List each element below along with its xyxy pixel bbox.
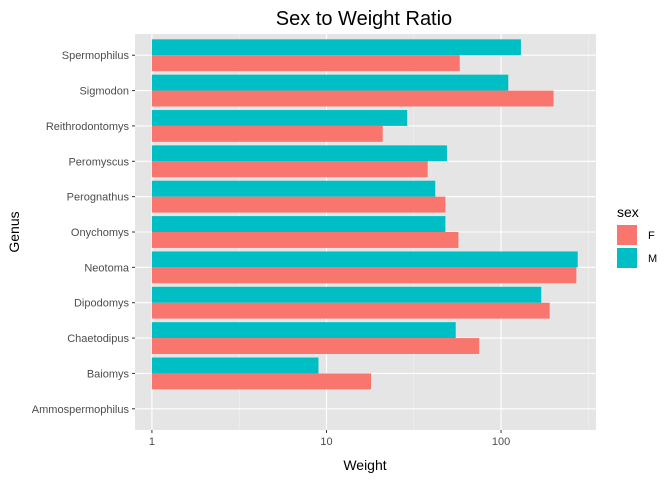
bar-M-onychomys xyxy=(151,216,446,232)
x-tick-label: 100 xyxy=(492,436,510,448)
bar-F-peromyscus xyxy=(151,161,428,178)
y-tick-label: Peromyscus xyxy=(68,156,129,168)
y-tick-label: Dipodomys xyxy=(74,298,130,310)
bar-F-onychomys xyxy=(151,232,459,248)
y-tick-label: Ammospermophilus xyxy=(32,404,130,416)
y-tick-label: Baiomys xyxy=(87,368,130,380)
y-tick-label: Spermophilus xyxy=(62,50,130,62)
x-axis: 1 10 100 xyxy=(149,430,510,448)
legend-key-M xyxy=(617,248,637,268)
y-tick-label: Neotoma xyxy=(84,262,130,274)
legend: sex FM xyxy=(617,204,657,268)
y-tick-label: Onychomys xyxy=(71,227,130,239)
legend-label-M: M xyxy=(648,253,657,265)
bar-F-sigmodon xyxy=(151,90,554,107)
bars xyxy=(151,39,578,390)
bar-M-chaetodipus xyxy=(151,322,456,339)
bar-M-perognathus xyxy=(151,180,436,197)
y-tick-label: Perognathus xyxy=(67,192,130,204)
bar-F-neotoma xyxy=(151,267,577,284)
bar-M-sigmodon xyxy=(151,74,509,91)
y-axis-title: Genus xyxy=(6,211,22,252)
legend-key-F xyxy=(617,225,637,245)
bar-M-reithrodontomys xyxy=(151,110,408,126)
bar-F-chaetodipus xyxy=(151,338,480,354)
y-tick-label: Sigmodon xyxy=(79,86,129,98)
bar-M-baiomys xyxy=(151,357,319,374)
legend-title: sex xyxy=(617,204,639,220)
bar-F-dipodomys xyxy=(151,302,550,319)
chart-title: Sex to Weight Ratio xyxy=(276,8,452,30)
x-axis-title: Weight xyxy=(343,457,386,473)
bar-M-peromyscus xyxy=(151,145,447,162)
bar-M-neotoma xyxy=(151,251,578,268)
bar-F-reithrodontomys xyxy=(151,125,383,142)
y-axis: Ammospermophilus Baiomys Chaetodipus Dipodo… xyxy=(32,50,135,416)
legend-label-F: F xyxy=(648,230,655,242)
bar-F-spermophilus xyxy=(151,55,460,72)
bar-M-dipodomys xyxy=(151,286,542,303)
y-tick-label: Chaetodipus xyxy=(67,333,129,345)
bar-M-spermophilus xyxy=(151,39,521,56)
bar-F-baiomys xyxy=(151,373,372,390)
bar-F-perognathus xyxy=(151,196,446,213)
x-tick-label: 10 xyxy=(320,436,332,448)
y-tick-label: Reithrodontomys xyxy=(46,121,130,133)
x-tick-label: 1 xyxy=(149,436,155,448)
